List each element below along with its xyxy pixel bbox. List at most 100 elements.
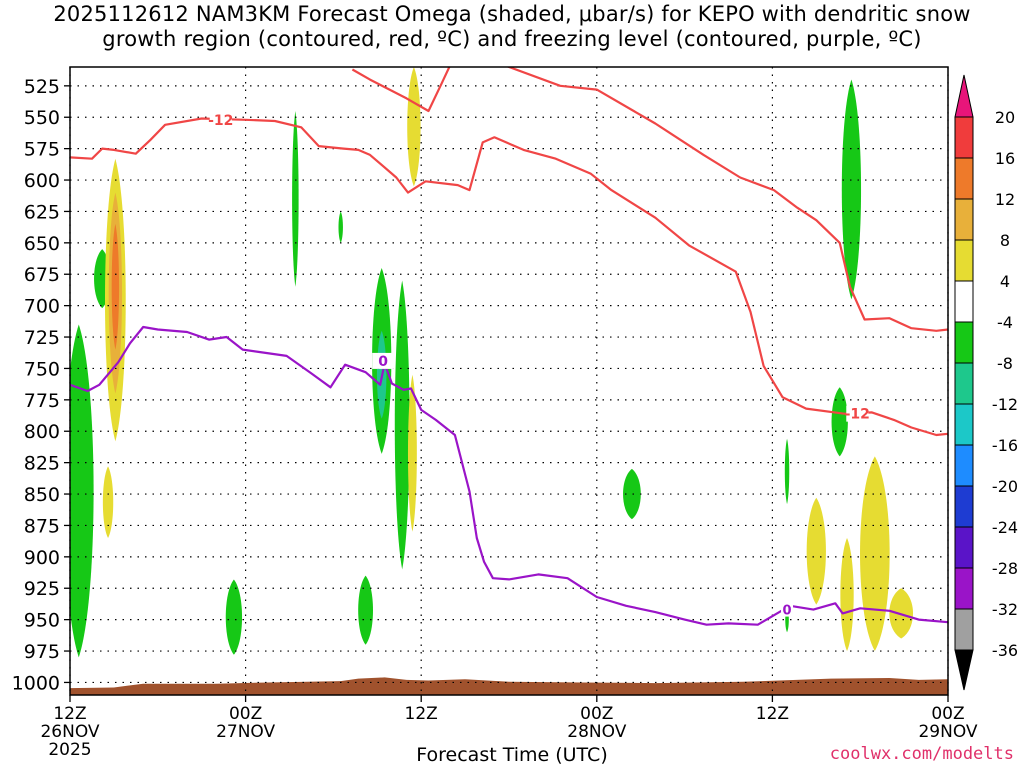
contour-label-2: 0: [378, 354, 388, 370]
contour-label-bg-1: [846, 405, 869, 422]
colorbar-label-5: -4: [997, 313, 1013, 332]
colorbar-bin-1: [954, 157, 974, 200]
marker-label-bg-0: [781, 601, 794, 617]
x-tick-label-24-0: 12Z: [405, 704, 438, 724]
omega-region-18: [806, 497, 826, 605]
terrain-surface: [70, 677, 948, 695]
x-tick-label-12-0: 00Z: [229, 704, 262, 724]
contour-lines: -12 -12 0 0: [70, 67, 948, 626]
terrain-fill: [70, 677, 948, 695]
colorbar-bottom-arrow: [954, 649, 974, 691]
colorbar-bin-5: [954, 321, 974, 364]
colorbar-label-7: -12: [992, 395, 1018, 414]
omega-region-20: [841, 79, 862, 300]
colorbar-label-10: -24: [992, 518, 1018, 537]
plot-border: [69, 66, 949, 696]
omega-region-9: [358, 575, 374, 645]
colorbar-label-12: -32: [992, 600, 1018, 619]
omega-region-22: [860, 456, 890, 652]
y-tick-label-550: 550: [24, 107, 60, 129]
colorbar-bin-12: [954, 608, 974, 651]
marker-label-0: 0: [783, 604, 792, 619]
colorbar-bin-7: [954, 403, 974, 446]
omega-region-6: [225, 579, 243, 655]
y-tick-label-650: 650: [24, 233, 60, 255]
x-tick-label-48-0: 12Z: [756, 704, 789, 724]
contour-label-bg-2: [372, 352, 395, 369]
y-tick-label-600: 600: [24, 170, 60, 192]
omega-region-13: [407, 374, 417, 532]
omega-region-16: [784, 438, 790, 505]
y-tick-label-725: 725: [24, 327, 60, 349]
colorbar-bin-4: [954, 280, 974, 323]
omega-region-5: [102, 466, 114, 538]
y-tick-label-700: 700: [24, 296, 60, 318]
colorbar-bin-0: [954, 116, 974, 159]
x-tick-label-36-1: 28NOV: [567, 722, 626, 742]
chart-title-line1: 2025112612 NAM3KM Forecast Omega (shaded…: [53, 2, 971, 26]
colorbar-label-3: 8: [1000, 231, 1010, 250]
contour-label-bg-0: [209, 111, 232, 128]
colorbar-label-13: -36: [992, 641, 1018, 660]
y-tick-label-850: 850: [24, 484, 60, 506]
contour-label-0: -12: [208, 113, 233, 129]
colorbar-label-4: 4: [1000, 272, 1010, 291]
chart-title-line2: growth region (contoured, red, ºC) and f…: [102, 27, 922, 51]
colorbar-label-0: 20: [995, 108, 1015, 127]
y-tick-label-825: 825: [24, 453, 60, 475]
y-tick-label-750: 750: [24, 358, 60, 380]
contour-line-0: [70, 117, 948, 437]
omega-region-15: [623, 468, 641, 520]
colorbar: 20 16 12 8 4 -4 -8 -12 -16 -20 -24 -28 -32 -36: [954, 74, 1018, 691]
colorbar-bin-11: [954, 567, 974, 610]
site-credit: coolwx.com/modelts: [829, 744, 1014, 764]
x-tick-label-0-2: 2025: [48, 740, 91, 760]
colorbar-top-arrow: [954, 74, 974, 118]
y-tick-label-875: 875: [24, 515, 60, 537]
omega-region-0: [70, 324, 94, 658]
y-tick-label-675: 675: [24, 264, 60, 286]
x-tick-label-12-1: 27NOV: [216, 722, 275, 742]
x-tick-label-36-0: 00Z: [580, 704, 613, 724]
omega-region-7: [292, 110, 299, 287]
colorbar-label-1: 16: [995, 149, 1015, 168]
omega-region-8: [338, 211, 343, 243]
omega-region-4: [111, 224, 120, 350]
colorbar-label-8: -16: [992, 436, 1018, 455]
contour-label-1: -12: [845, 407, 870, 423]
omega-region-21: [840, 538, 854, 652]
colorbar-label-9: -20: [992, 477, 1018, 496]
colorbar-label-6: -8: [997, 354, 1013, 373]
x-tick-label-0-0: 12Z: [53, 704, 86, 724]
colorbar-bin-6: [954, 362, 974, 405]
omega-region-14: [407, 67, 421, 187]
y-tick-label-525: 525: [24, 76, 60, 98]
x-axis-label: Forecast Time (UTC): [416, 744, 608, 766]
y-tick-label-800: 800: [24, 421, 60, 443]
omega-region-12: [394, 280, 410, 570]
x-tick-label-0-1: 26NOV: [40, 722, 99, 742]
colorbar-label-11: -28: [992, 559, 1018, 578]
colorbar-bin-10: [954, 526, 974, 569]
y-tick-label-925: 925: [24, 578, 60, 600]
omega-region-19: [831, 387, 848, 457]
plot-frame: [69, 66, 949, 696]
colorbar-bin-3: [954, 239, 974, 282]
colorbar-bin-9: [954, 485, 974, 528]
y-tick-label-575: 575: [24, 139, 60, 161]
colorbar-label-2: 12: [995, 190, 1015, 209]
colorbar-bin-8: [954, 444, 974, 487]
y-tick-label-1000: 1000: [12, 672, 60, 694]
x-tick-label-60-0: 00Z: [931, 704, 964, 724]
colorbar-bin-2: [954, 198, 974, 241]
y-tick-label-950: 950: [24, 610, 60, 632]
x-tick-label-60-1: 29NOV: [918, 722, 977, 742]
y-tick-label-975: 975: [24, 641, 60, 663]
y-axis-ticks: 525 550 575 600 625 650 675 700 725 750 775 800 825 8…: [12, 76, 70, 694]
y-tick-label-900: 900: [24, 547, 60, 569]
contour-line-2: [70, 325, 948, 626]
contour-line-1: [351, 67, 948, 332]
y-tick-label-625: 625: [24, 201, 60, 223]
